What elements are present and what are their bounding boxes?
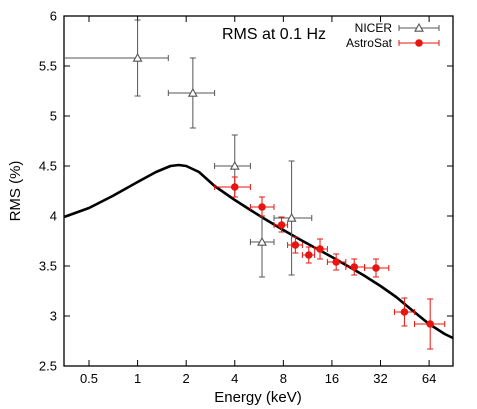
astrosat-point [393,297,416,327]
nicer-point [64,19,169,97]
legend-marker [415,39,423,47]
legend-label-astrosat: AstroSat [346,36,393,50]
y-tick-label: 4.5 [39,159,57,174]
astrosat-point [314,238,328,260]
astrosat-marker [230,183,239,191]
astrosat-marker [291,241,300,249]
x-tick-label: 0.5 [80,371,98,386]
astrosat-point [249,196,275,217]
y-tick-label: 3.5 [39,259,57,274]
astrosat-point [287,236,303,254]
y-tick-label: 5 [50,109,57,124]
nicer-point [273,160,313,276]
model-curve [63,163,454,340]
x-axis-label: Energy (keV) [214,389,302,406]
legend-sample-astrosat [398,39,440,47]
astrosat-marker [332,258,340,266]
y-tick-label: 3 [50,309,57,324]
astrosat-marker [258,203,266,211]
x-tick-label: 1 [134,371,141,386]
x-tick-label: 8 [280,371,287,386]
legend-sample-nicer [398,22,440,32]
nicer-marker [286,212,297,222]
y-tick-label: 4 [50,209,57,224]
y-tick-label: 2.5 [39,359,57,374]
x-tick-label: 4 [231,371,238,386]
curve-layer [63,163,454,340]
nicer-marker [229,160,240,170]
astrosat-marker [277,221,286,229]
legend-marker [414,22,424,32]
legend: NICER AstroSat [346,21,440,50]
nicer-marker [132,52,143,62]
y-axis-label: RMS (%) [7,161,24,222]
ticks-layer: 0.5 1 2 4 8 16 32 64 2.5 3 3.5 4 4.5 5 5.5 6 [39,9,453,386]
astrosat-point [414,298,446,350]
plot-frame [63,15,454,367]
x-tick-label: 16 [325,371,339,386]
x-tick-label: 2 [183,371,190,386]
nicer-point [249,206,275,278]
nicer-marker [187,87,198,97]
astrosat-point [301,246,316,264]
points-layer [64,19,446,350]
astrosat-point [364,258,390,278]
legend-label-nicer: NICER [355,21,393,35]
astrosat-marker [372,264,380,272]
y-tick-label: 5.5 [39,59,57,74]
astrosat-point [273,216,289,233]
astrosat-point [345,258,366,276]
astrosat-point [326,253,347,271]
astrosat-marker [400,308,409,316]
astrosat-marker [304,251,313,259]
astrosat-marker [426,320,434,328]
astrosat-marker [316,245,324,253]
x-tick-label: 32 [373,371,387,386]
y-tick-label: 6 [50,9,57,24]
nicer-point [167,57,216,129]
chart-title: RMS at 0.1 Hz [222,26,326,43]
astrosat-point [214,176,251,198]
nicer-marker [257,236,267,246]
x-tick-label: 64 [422,371,436,386]
astrosat-marker [350,263,359,271]
